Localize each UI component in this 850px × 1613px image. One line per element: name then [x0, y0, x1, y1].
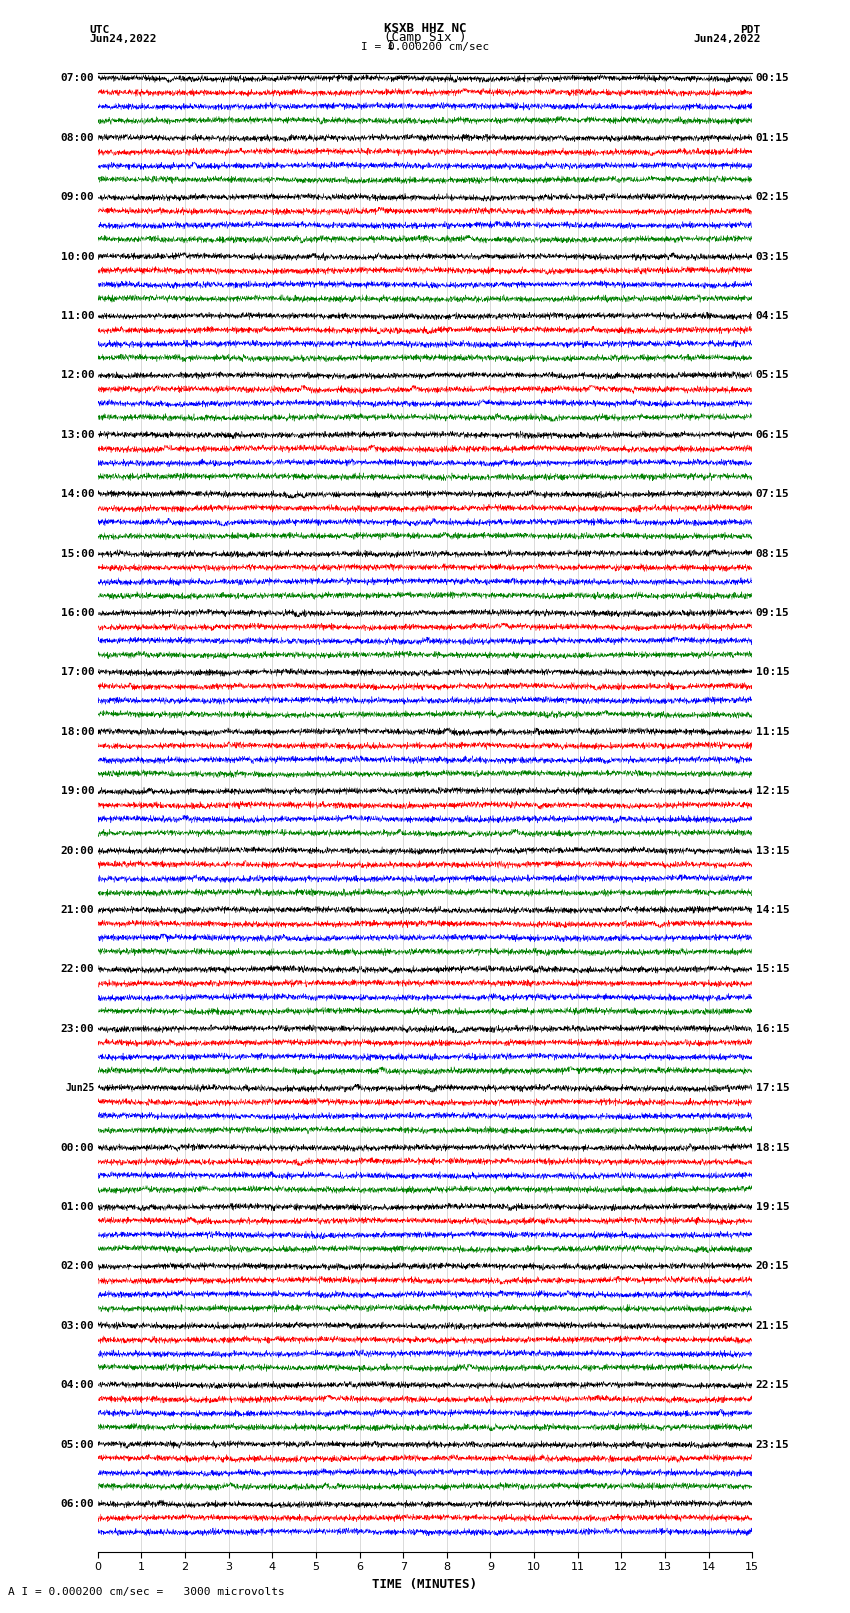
Text: 18:15: 18:15: [756, 1142, 790, 1153]
Text: 04:00: 04:00: [60, 1381, 94, 1390]
Text: 02:00: 02:00: [60, 1261, 94, 1271]
Text: A I = 0.000200 cm/sec =   3000 microvolts: A I = 0.000200 cm/sec = 3000 microvolts: [8, 1587, 286, 1597]
Text: 01:15: 01:15: [756, 132, 790, 144]
Text: 13:00: 13:00: [60, 429, 94, 440]
Text: 03:15: 03:15: [756, 252, 790, 261]
Text: 16:00: 16:00: [60, 608, 94, 618]
Text: 09:15: 09:15: [756, 608, 790, 618]
Text: 10:15: 10:15: [756, 668, 790, 677]
Text: 04:15: 04:15: [756, 311, 790, 321]
Text: 19:15: 19:15: [756, 1202, 790, 1211]
Text: Jun25: Jun25: [65, 1084, 94, 1094]
Text: 22:00: 22:00: [60, 965, 94, 974]
Text: 14:15: 14:15: [756, 905, 790, 915]
Text: 05:00: 05:00: [60, 1439, 94, 1450]
Text: 00:00: 00:00: [60, 1142, 94, 1153]
Text: Jun24,2022: Jun24,2022: [694, 34, 761, 44]
Text: 12:15: 12:15: [756, 786, 790, 797]
Text: 15:00: 15:00: [60, 548, 94, 558]
Text: 05:15: 05:15: [756, 371, 790, 381]
Text: 06:15: 06:15: [756, 429, 790, 440]
Text: 14:00: 14:00: [60, 489, 94, 498]
X-axis label: TIME (MINUTES): TIME (MINUTES): [372, 1578, 478, 1590]
Text: 17:15: 17:15: [756, 1084, 790, 1094]
Text: 08:00: 08:00: [60, 132, 94, 144]
Text: 16:15: 16:15: [756, 1024, 790, 1034]
Text: 18:00: 18:00: [60, 727, 94, 737]
Text: 09:00: 09:00: [60, 192, 94, 202]
Text: UTC: UTC: [89, 24, 110, 35]
Text: Jun24,2022: Jun24,2022: [89, 34, 156, 44]
Text: KSXB HHZ NC: KSXB HHZ NC: [383, 21, 467, 35]
Text: 11:15: 11:15: [756, 727, 790, 737]
Text: 00:15: 00:15: [756, 74, 790, 84]
Text: 19:00: 19:00: [60, 786, 94, 797]
Text: 07:00: 07:00: [60, 74, 94, 84]
Text: PDT: PDT: [740, 24, 761, 35]
Text: 21:15: 21:15: [756, 1321, 790, 1331]
Text: 02:15: 02:15: [756, 192, 790, 202]
Text: I: I: [388, 39, 394, 52]
Text: 01:00: 01:00: [60, 1202, 94, 1211]
Text: 06:00: 06:00: [60, 1498, 94, 1508]
Text: 13:15: 13:15: [756, 845, 790, 855]
Text: 20:15: 20:15: [756, 1261, 790, 1271]
Text: 08:15: 08:15: [756, 548, 790, 558]
Text: 15:15: 15:15: [756, 965, 790, 974]
Text: 23:00: 23:00: [60, 1024, 94, 1034]
Text: 22:15: 22:15: [756, 1381, 790, 1390]
Text: 20:00: 20:00: [60, 845, 94, 855]
Text: 23:15: 23:15: [756, 1439, 790, 1450]
Text: 07:15: 07:15: [756, 489, 790, 498]
Text: 21:00: 21:00: [60, 905, 94, 915]
Text: 17:00: 17:00: [60, 668, 94, 677]
Text: I = 0.000200 cm/sec: I = 0.000200 cm/sec: [361, 42, 489, 52]
Text: 03:00: 03:00: [60, 1321, 94, 1331]
Text: 10:00: 10:00: [60, 252, 94, 261]
Text: 11:00: 11:00: [60, 311, 94, 321]
Text: 12:00: 12:00: [60, 371, 94, 381]
Text: (Camp Six ): (Camp Six ): [383, 31, 467, 44]
